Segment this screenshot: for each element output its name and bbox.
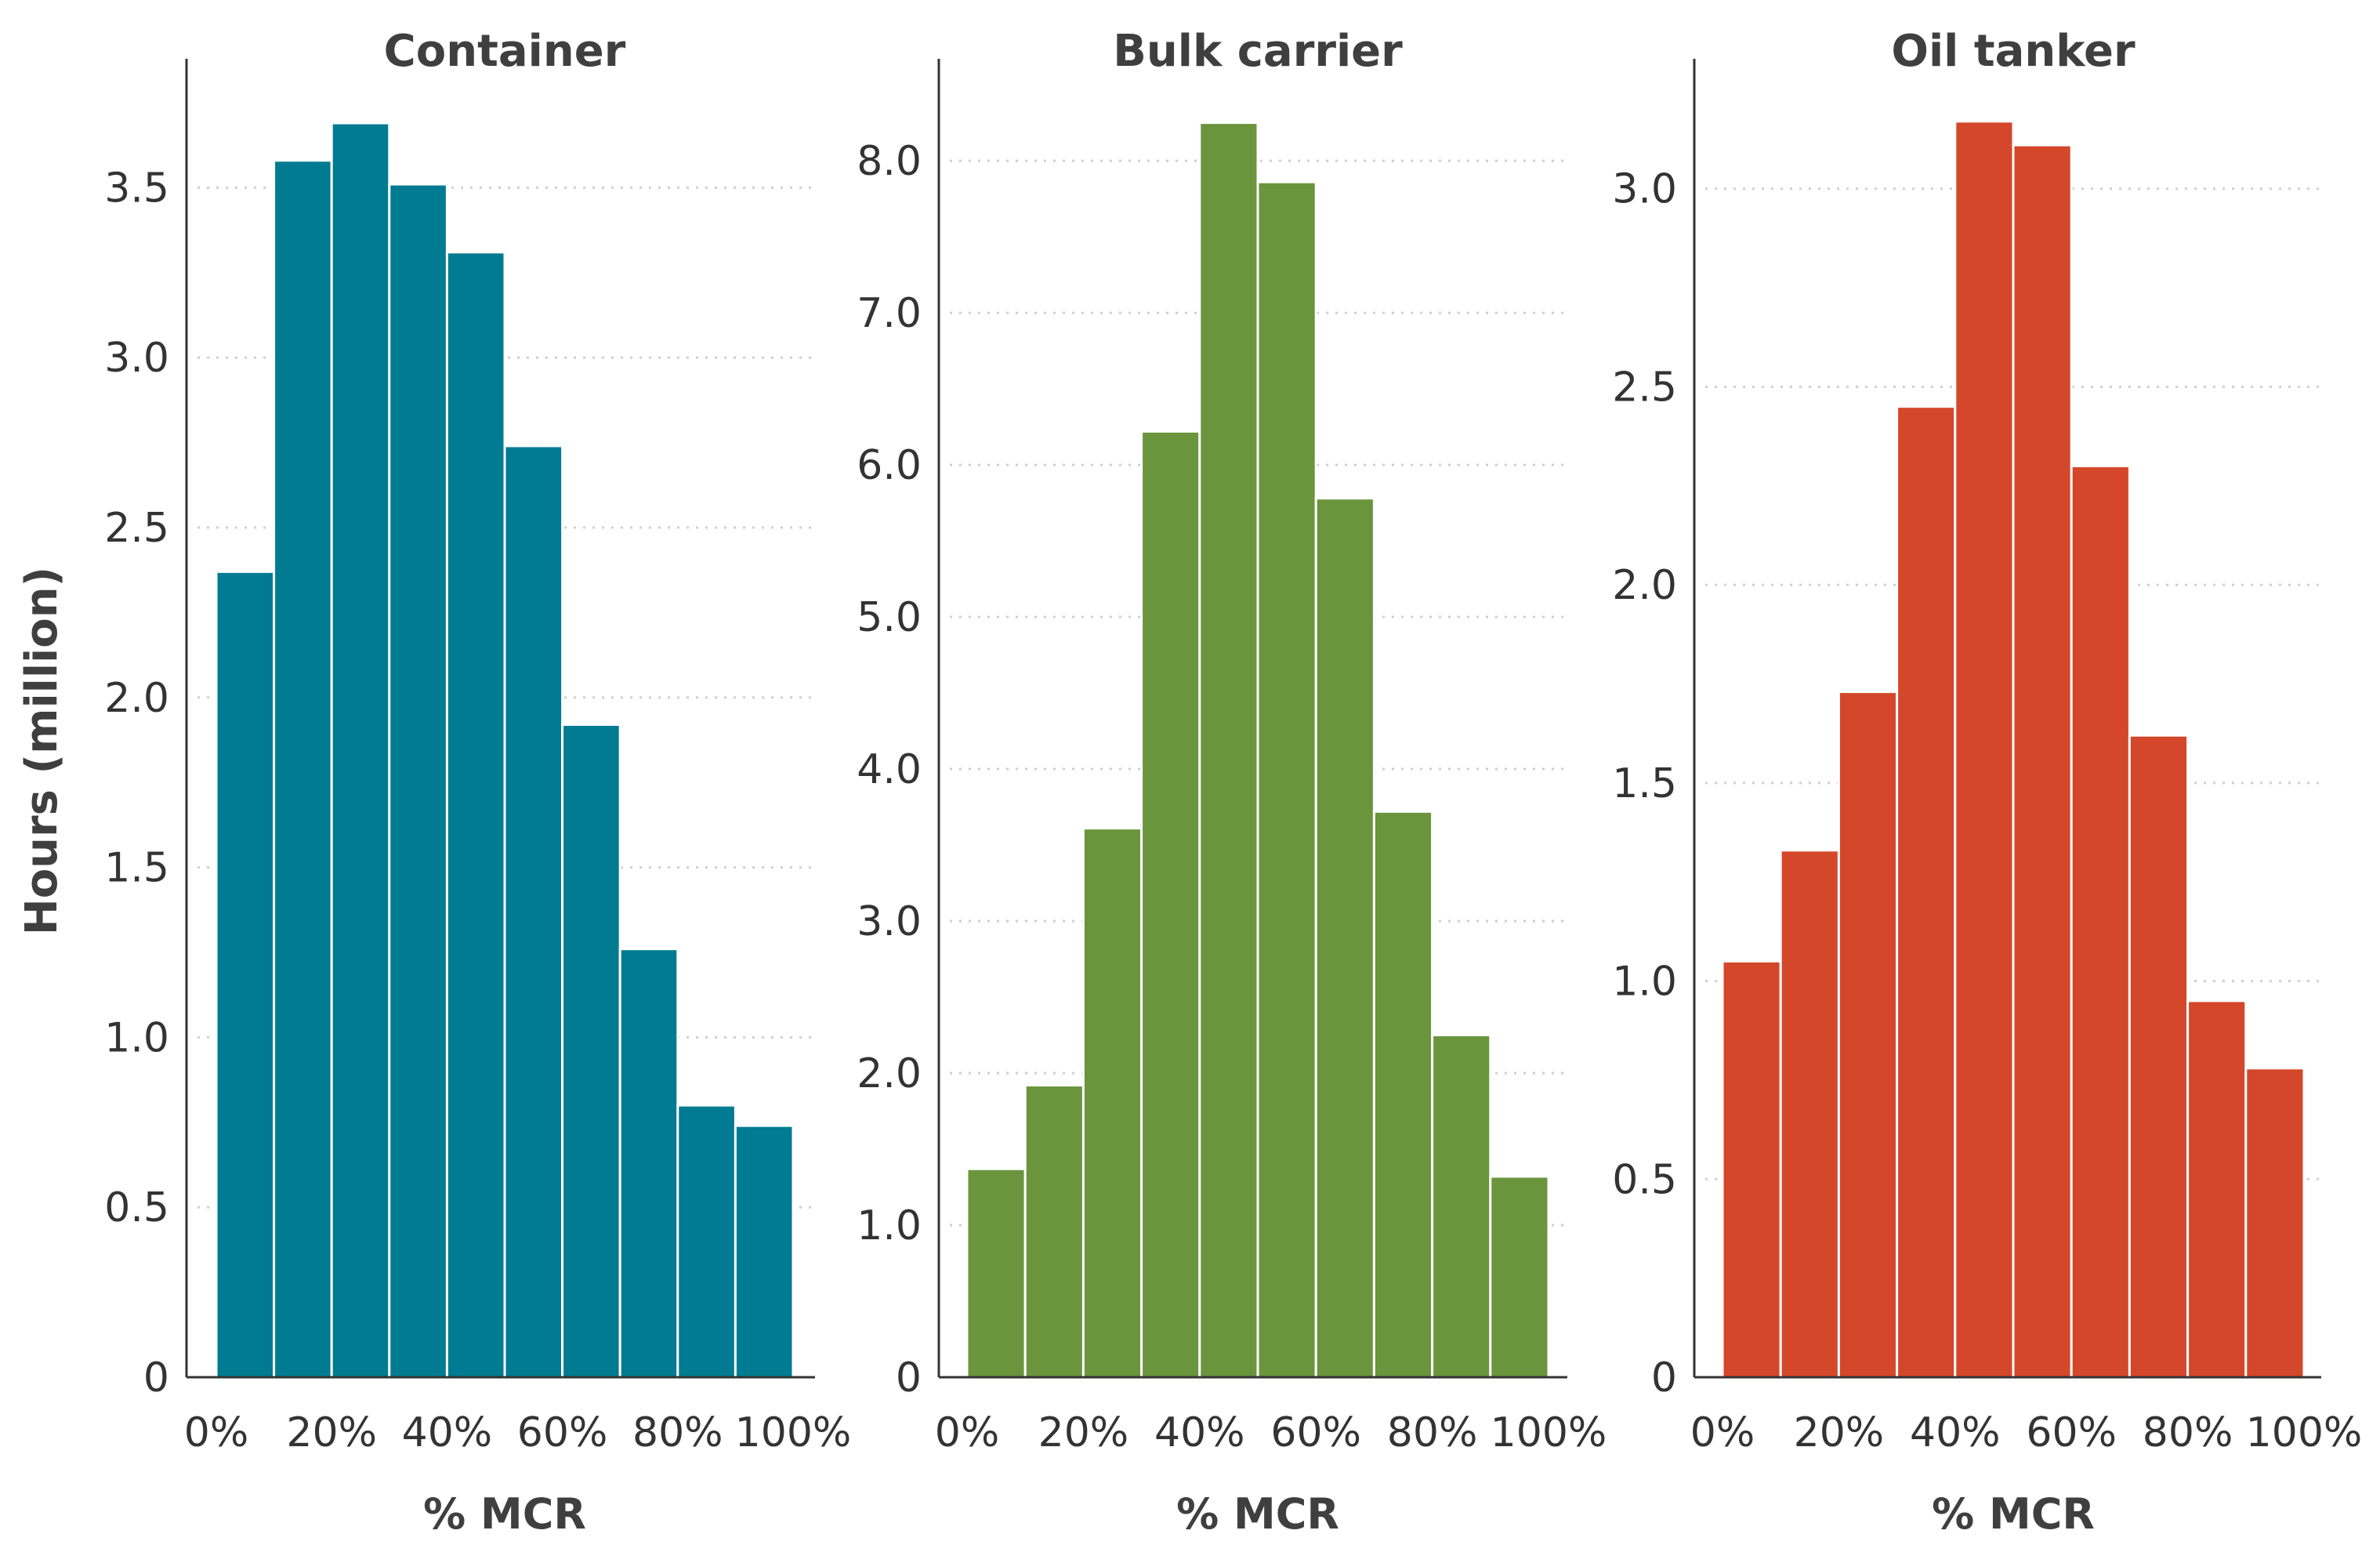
- bar-0-2: [330, 121, 391, 1379]
- y-tick-label-2-2: 1.0: [1612, 959, 1677, 1006]
- bar-1-1: [1023, 1084, 1085, 1379]
- x-axis-label-2: % MCR: [1932, 1489, 2095, 1539]
- bar-1-8: [1431, 1034, 1492, 1379]
- y-tick-label-0-2: 1.0: [104, 1014, 169, 1061]
- x-axis-label-1: % MCR: [1176, 1489, 1339, 1539]
- y-tick-label-0-0: 0: [143, 1354, 169, 1402]
- x-tick-label-2-1: 20%: [1794, 1409, 1885, 1456]
- x-tick-label-2-3: 60%: [2026, 1409, 2117, 1456]
- y-tick-label-1-2: 2.0: [857, 1050, 922, 1097]
- y-tick-label-0-5: 2.5: [104, 505, 169, 552]
- x-axis-label-0: % MCR: [423, 1489, 586, 1539]
- y-tick-label-1-8: 8.0: [857, 138, 922, 185]
- x-tick-label-0-0: 0%: [184, 1409, 249, 1456]
- bar-1-7: [1372, 810, 1434, 1379]
- x-tick-label-1-5: 100%: [1491, 1409, 1607, 1456]
- bar-0-7: [618, 948, 679, 1379]
- bar-0-5: [503, 444, 564, 1379]
- y-tick-label-2-5: 2.5: [1612, 364, 1677, 411]
- y-tick-label-2-4: 2.0: [1612, 562, 1677, 609]
- x-tick-label-1-0: 0%: [935, 1409, 1000, 1456]
- bar-2-5: [2012, 143, 2073, 1379]
- x-tick-label-0-3: 60%: [517, 1409, 608, 1456]
- x-tick-label-2-5: 100%: [2246, 1409, 2363, 1456]
- y-tick-label-1-1: 1.0: [857, 1202, 922, 1249]
- bar-1-0: [965, 1167, 1027, 1379]
- bar-0-8: [676, 1104, 737, 1379]
- bar-2-2: [1837, 691, 1899, 1379]
- x-tick-label-2-2: 40%: [1910, 1409, 2001, 1456]
- y-tick-label-0-7: 3.5: [104, 165, 169, 212]
- y-tick-label-0-3: 1.5: [104, 845, 169, 892]
- x-tick-label-0-2: 40%: [402, 1409, 493, 1456]
- x-tick-label-2-4: 80%: [2143, 1409, 2233, 1456]
- bar-2-6: [2070, 465, 2131, 1379]
- y-tick-label-0-6: 3.0: [104, 335, 169, 382]
- bar-1-4: [1198, 121, 1259, 1379]
- panel-title-0: Container: [384, 26, 626, 77]
- bar-2-3: [1896, 405, 1957, 1379]
- x-tick-label-0-5: 100%: [735, 1409, 852, 1456]
- bar-0-0: [215, 570, 276, 1379]
- panel-title-1: Bulk carrier: [1113, 26, 1403, 77]
- y-tick-label-1-3: 3.0: [857, 898, 922, 945]
- y-tick-label-2-0: 0: [1651, 1354, 1677, 1402]
- y-tick-label-1-6: 6.0: [857, 442, 922, 489]
- bar-2-4: [1954, 120, 2015, 1379]
- y-tick-label-2-1: 0.5: [1612, 1156, 1677, 1203]
- bar-0-6: [561, 723, 621, 1379]
- x-tick-label-1-2: 40%: [1154, 1409, 1245, 1456]
- y-tick-label-1-5: 5.0: [857, 594, 922, 641]
- bar-1-2: [1081, 827, 1143, 1379]
- x-tick-label-0-4: 80%: [632, 1409, 723, 1456]
- bar-1-3: [1140, 430, 1201, 1379]
- bar-2-8: [2186, 999, 2248, 1379]
- y-tick-label-1-4: 4.0: [857, 746, 922, 793]
- x-tick-label-0-1: 20%: [286, 1409, 377, 1456]
- y-tick-label-2-3: 1.5: [1612, 760, 1677, 807]
- bar-2-0: [1721, 959, 1782, 1379]
- bar-1-5: [1256, 180, 1317, 1379]
- bar-1-9: [1489, 1175, 1550, 1379]
- y-axis-label: Hours (million): [16, 567, 67, 935]
- bar-2-7: [2128, 734, 2190, 1379]
- bar-1-6: [1314, 497, 1375, 1379]
- y-tick-label-0-4: 2.0: [104, 675, 169, 722]
- y-tick-label-1-0: 0: [896, 1354, 922, 1402]
- x-tick-label-1-1: 20%: [1038, 1409, 1129, 1456]
- x-tick-label-1-4: 80%: [1387, 1409, 1478, 1456]
- bar-0-1: [273, 159, 333, 1379]
- bar-0-3: [388, 183, 448, 1379]
- bar-2-1: [1779, 849, 1840, 1379]
- y-tick-label-1-7: 7.0: [857, 290, 922, 337]
- x-tick-label-1-3: 60%: [1270, 1409, 1361, 1456]
- bar-0-9: [734, 1124, 795, 1379]
- x-tick-label-2-0: 0%: [1690, 1409, 1755, 1456]
- bar-2-9: [2244, 1067, 2306, 1379]
- panel-title-2: Oil tanker: [1891, 26, 2135, 77]
- y-tick-label-0-1: 0.5: [104, 1184, 169, 1231]
- bar-0-4: [445, 251, 506, 1379]
- y-tick-label-2-6: 3.0: [1612, 166, 1677, 213]
